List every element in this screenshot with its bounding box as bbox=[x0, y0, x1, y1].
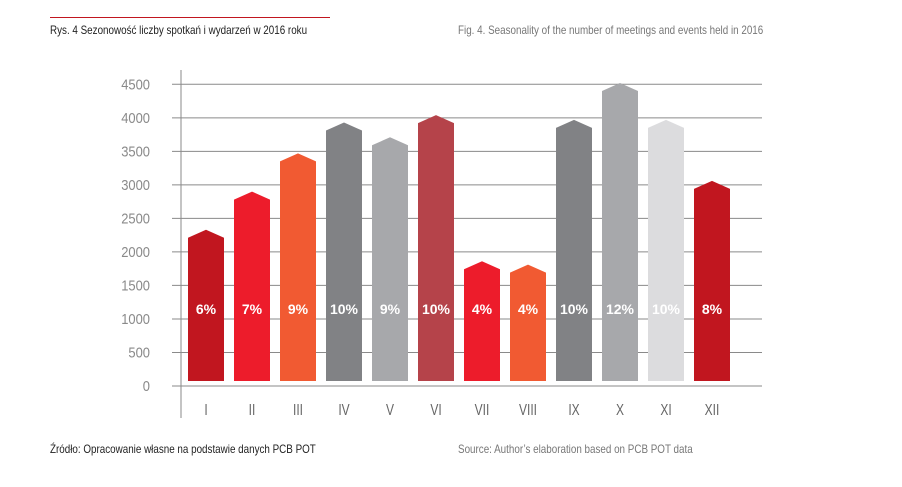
bar-VI bbox=[418, 115, 454, 381]
data-label: 10% bbox=[560, 301, 589, 317]
y-tick-label: 2500 bbox=[121, 210, 150, 227]
data-label: 7% bbox=[242, 301, 263, 317]
data-label: 4% bbox=[472, 301, 493, 317]
data-label: 6% bbox=[196, 301, 217, 317]
y-tick-label: 1500 bbox=[121, 277, 150, 294]
bar-III bbox=[280, 153, 316, 381]
y-tick-label: 4500 bbox=[121, 76, 150, 93]
title-polish: Rys. 4 Sezonowość liczby spotkań i wydar… bbox=[50, 23, 308, 37]
bar-XI bbox=[648, 119, 684, 381]
x-tick-label: V bbox=[386, 400, 394, 418]
x-tick-label: IX bbox=[568, 400, 580, 418]
bar-XII bbox=[694, 180, 730, 381]
x-tick-label: XII bbox=[705, 400, 720, 418]
data-label: 12% bbox=[606, 301, 635, 317]
y-tick-label: 1000 bbox=[121, 311, 150, 328]
data-label: 10% bbox=[422, 301, 451, 317]
data-label: 9% bbox=[288, 301, 309, 317]
x-tick-label: XI bbox=[660, 400, 671, 418]
data-label: 9% bbox=[380, 301, 401, 317]
bar-IX bbox=[556, 119, 592, 381]
y-tick-label: 0 bbox=[143, 378, 150, 395]
x-tick-label: X bbox=[616, 400, 624, 418]
bar-X bbox=[602, 82, 638, 382]
y-tick-label: 500 bbox=[128, 344, 150, 361]
y-tick-label: 4000 bbox=[121, 110, 150, 127]
x-tick-label: VII bbox=[475, 400, 490, 418]
bar-VII bbox=[464, 261, 500, 381]
y-tick-label: 3500 bbox=[121, 143, 150, 160]
source-english: Source: Author’s elaboration based on PC… bbox=[458, 442, 693, 456]
source-polish: Źródło: Opracowanie własne na podstawie … bbox=[50, 442, 316, 456]
data-label: 8% bbox=[702, 301, 723, 317]
x-tick-label: IV bbox=[338, 400, 350, 418]
title-rule bbox=[50, 17, 330, 18]
bar-I bbox=[188, 229, 224, 381]
data-label: 10% bbox=[652, 301, 681, 317]
data-label: 10% bbox=[330, 301, 359, 317]
x-tick-label: VI bbox=[430, 400, 441, 418]
title-english: Fig. 4. Seasonality of the number of mee… bbox=[458, 23, 764, 37]
x-tick-label: I bbox=[204, 400, 207, 418]
data-label: 4% bbox=[518, 301, 539, 317]
bar-VIII bbox=[510, 264, 546, 381]
x-tick-label: II bbox=[249, 400, 256, 418]
bar-II bbox=[234, 191, 270, 381]
bar-V bbox=[372, 137, 408, 381]
x-tick-label: III bbox=[293, 400, 303, 418]
y-tick-label: 2000 bbox=[121, 244, 150, 261]
bar-IV bbox=[326, 122, 362, 382]
x-tick-label: VIII bbox=[519, 400, 537, 418]
y-tick-label: 3000 bbox=[121, 177, 150, 194]
